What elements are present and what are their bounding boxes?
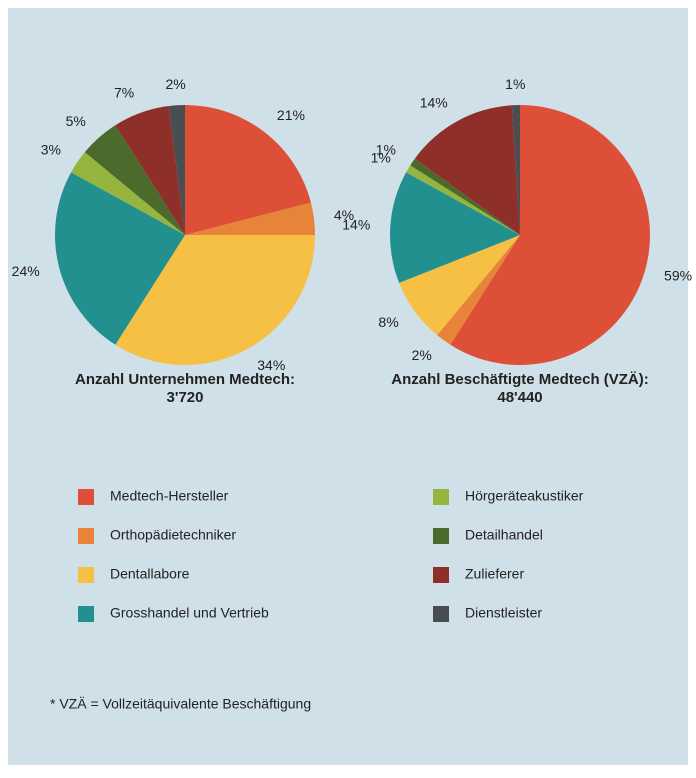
pie-slice xyxy=(185,105,311,235)
slice-label: 14% xyxy=(342,216,370,232)
slice-label: 1% xyxy=(505,76,525,92)
slice-label: 14% xyxy=(420,94,448,110)
slice-label: 59% xyxy=(664,268,692,284)
legend-label: Grosshandel und Vertrieb xyxy=(110,605,269,621)
chart-title: Anzahl Unternehmen Medtech: xyxy=(75,371,295,388)
slice-label: 21% xyxy=(277,107,305,123)
pie-slice xyxy=(168,105,185,235)
chart-title: Anzahl Beschäftigte Medtech (VZÄ): xyxy=(391,371,649,388)
pie-slice xyxy=(399,235,520,336)
legend-label: Zulieferer xyxy=(465,566,524,582)
pie-slice xyxy=(414,105,520,235)
legend-swatch xyxy=(78,567,94,583)
legend-swatch xyxy=(433,567,449,583)
pie-slice xyxy=(511,105,520,235)
slice-label: 7% xyxy=(114,85,134,101)
slice-label: 2% xyxy=(412,347,432,363)
footnote: * VZÄ = Vollzeitäquivalente Beschäftigun… xyxy=(50,696,311,712)
slice-label: 2% xyxy=(165,76,185,92)
slice-label: 8% xyxy=(378,314,398,330)
legend-swatch xyxy=(433,606,449,622)
legend-swatch xyxy=(433,528,449,544)
slice-label: 5% xyxy=(66,113,86,129)
legend-swatch xyxy=(78,528,94,544)
slice-label: 4% xyxy=(334,207,354,223)
legend-label: Hörgeräteakustiker xyxy=(465,488,584,504)
legend-label: Medtech-Hersteller xyxy=(110,488,229,504)
pie-slice xyxy=(84,125,185,235)
pie-slice xyxy=(410,158,520,235)
slice-label: 1% xyxy=(376,141,396,157)
pie-slice xyxy=(406,165,520,235)
slice-label: 1% xyxy=(371,149,391,165)
chart-subtitle: 3'720 xyxy=(167,389,204,406)
chart-subtitle: 48'440 xyxy=(497,389,542,406)
legend-swatch xyxy=(78,606,94,622)
pie-slice xyxy=(437,235,520,345)
pie-slice xyxy=(71,152,185,235)
slice-label: 34% xyxy=(257,357,285,373)
slice-label: 24% xyxy=(12,263,40,279)
slice-label: 3% xyxy=(41,141,61,157)
legend-swatch xyxy=(433,489,449,505)
legend-label: Detailhandel xyxy=(465,527,543,543)
pie-slice xyxy=(54,172,185,345)
pie-slice xyxy=(450,105,650,365)
pie-slice xyxy=(115,106,185,235)
pie-slice xyxy=(390,172,520,283)
legend-label: Dentallabore xyxy=(110,566,190,582)
pie-slice xyxy=(185,202,315,235)
legend-swatch xyxy=(78,489,94,505)
pie-slice xyxy=(115,235,315,365)
legend-label: Orthopädietechniker xyxy=(110,527,236,543)
legend-label: Dienstleister xyxy=(465,605,542,621)
